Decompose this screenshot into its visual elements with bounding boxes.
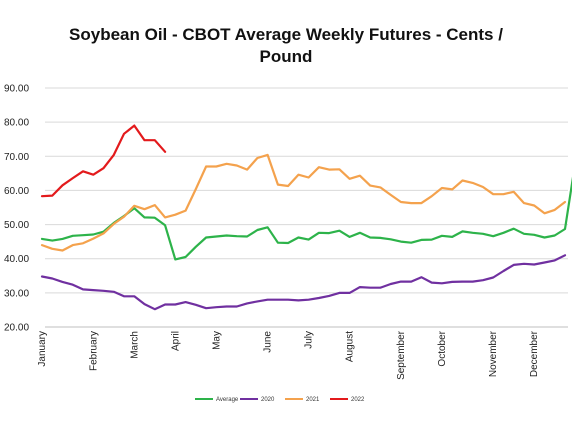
y-tick-label: 30.00 [4, 288, 29, 299]
series-line-2021 [40, 153, 567, 252]
y-tick-label: 80.00 [4, 118, 29, 129]
chart-title-line-1: Soybean Oil - CBOT Average Weekly Future… [69, 25, 503, 44]
y-tick-label: 20.00 [4, 323, 29, 334]
y-tick-label: 50.00 [4, 220, 29, 231]
y-tick-label: 90.00 [4, 84, 29, 95]
legend-label-2020: 2020 [261, 397, 275, 403]
chart-title-line-2: Pound [259, 47, 313, 66]
series-line-2020 [40, 254, 567, 311]
x-tick-label: February [88, 331, 99, 371]
legend-label-2022: 2022 [351, 397, 365, 403]
x-tick-label: September [396, 330, 407, 380]
series-line-2022 [40, 124, 167, 198]
x-tick-label: June [263, 331, 274, 353]
x-tick-label: December [529, 330, 540, 377]
legend-label-2021: 2021 [306, 397, 320, 403]
x-tick-label: August [345, 331, 356, 362]
x-tick-label: April [170, 331, 181, 351]
x-tick-label: March [129, 331, 140, 359]
x-tick-label: October [437, 330, 448, 366]
y-tick-label: 60.00 [4, 186, 29, 197]
x-tick-label: November [488, 330, 499, 377]
y-tick-label: 70.00 [4, 152, 29, 163]
x-tick-label: July [304, 331, 315, 349]
y-tick-label: 40.00 [4, 254, 29, 265]
chart-title: Soybean Oil - CBOT Average Weekly Future… [0, 24, 572, 68]
x-tick-label: January [37, 331, 48, 367]
x-tick-label: May [211, 331, 222, 350]
legend-label-average: Average [216, 397, 239, 403]
